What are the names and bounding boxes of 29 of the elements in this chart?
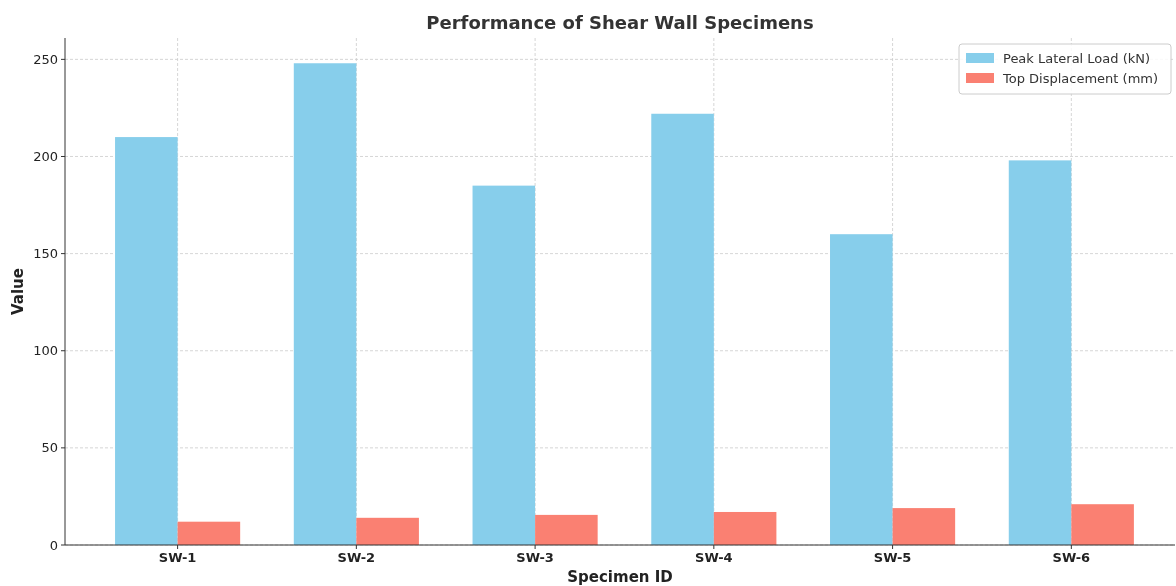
y-tick-label: 200 xyxy=(33,149,58,165)
x-tick-label: SW-6 xyxy=(1052,550,1091,565)
y-tick-label: 250 xyxy=(33,51,58,67)
bar xyxy=(115,137,178,545)
y-axis-title: Value xyxy=(9,268,27,315)
x-tick-label: SW-1 xyxy=(158,550,197,565)
chart-title: Performance of Shear Wall Specimens xyxy=(426,12,814,33)
bar xyxy=(713,511,777,545)
x-tick-label: SW-3 xyxy=(516,550,554,565)
y-tick-label: 150 xyxy=(33,246,58,262)
x-tick-label: SW-4 xyxy=(695,550,733,565)
x-axis-title: Specimen ID xyxy=(567,568,673,586)
bar xyxy=(293,63,357,545)
x-tick-label: SW-5 xyxy=(873,550,912,565)
y-tick-label: 0 xyxy=(49,537,58,553)
x-tick-label: SW-2 xyxy=(337,550,376,565)
bar xyxy=(472,185,536,545)
y-tick-label: 100 xyxy=(33,343,58,359)
bar xyxy=(535,514,598,545)
bar xyxy=(1008,160,1072,545)
bar xyxy=(830,234,893,545)
bar xyxy=(651,113,714,545)
bar xyxy=(356,517,419,545)
bar xyxy=(892,508,956,545)
legend-label: Peak Lateral Load (kN) xyxy=(1003,50,1151,66)
legend-label: Top Displacement (mm) xyxy=(1002,70,1159,86)
y-tick-label: 50 xyxy=(41,440,58,456)
bar xyxy=(1071,504,1134,545)
bar xyxy=(177,521,241,545)
